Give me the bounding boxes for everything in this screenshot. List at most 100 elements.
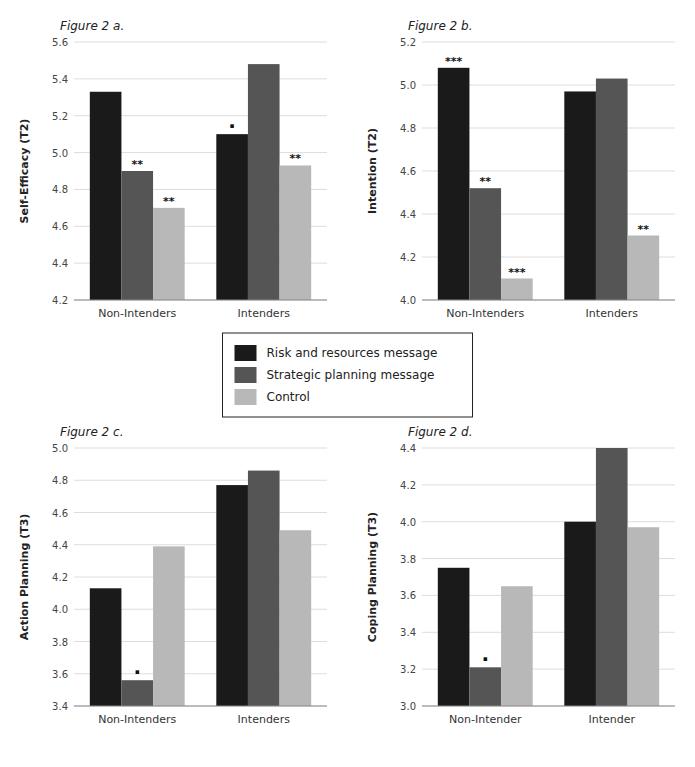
x-tick-label: Intenders bbox=[586, 307, 639, 320]
y-tick-label: 3.6 bbox=[400, 590, 416, 601]
bar bbox=[564, 522, 596, 706]
x-tick-label: Non-Intenders bbox=[446, 307, 524, 320]
y-tick-label: 4.8 bbox=[52, 184, 68, 195]
y-tick-label: 5.0 bbox=[400, 80, 416, 91]
x-axis-line bbox=[74, 300, 327, 301]
legend-swatch bbox=[235, 389, 257, 405]
x-tick-label: Non-Intender bbox=[449, 713, 522, 726]
y-tick-label: 5.2 bbox=[400, 37, 416, 48]
legend-swatch bbox=[235, 367, 257, 383]
bar bbox=[628, 236, 660, 301]
y-tick-label: 5.0 bbox=[52, 148, 68, 159]
y-tick-label: 3.6 bbox=[52, 669, 68, 680]
grid-line bbox=[422, 706, 675, 707]
title: Figure 2 a. bbox=[60, 19, 124, 33]
x-axis-line bbox=[422, 706, 675, 707]
x-tick-label: Non-Intenders bbox=[98, 713, 176, 726]
y-tick-label: 3.4 bbox=[52, 701, 68, 712]
y-tick-label: 3.8 bbox=[52, 637, 68, 648]
x-tick-label: Non-Intenders bbox=[98, 307, 176, 320]
legend-swatch bbox=[235, 345, 257, 361]
y-axis-label: Action Planning (T3) bbox=[18, 514, 31, 641]
bar bbox=[153, 208, 185, 300]
bars bbox=[90, 471, 311, 706]
y-axis-label: Coping Planning (T3) bbox=[366, 512, 379, 642]
y-tick-label: 4.2 bbox=[400, 252, 416, 263]
bars bbox=[438, 68, 659, 300]
y-tick-label: 4.0 bbox=[400, 295, 416, 306]
annotation: *** bbox=[445, 55, 463, 68]
bar bbox=[280, 165, 312, 300]
y-tick-label: 4.4 bbox=[400, 443, 416, 454]
annotation: ** bbox=[638, 223, 650, 236]
annotation: · bbox=[133, 660, 141, 684]
grid-line bbox=[74, 300, 327, 301]
y-tick-label: 3.4 bbox=[400, 627, 416, 638]
panel: Figure 2 a.Self-Efficacy (T2)4.24.44.64.… bbox=[18, 19, 327, 320]
bar bbox=[596, 79, 628, 300]
bar bbox=[216, 134, 248, 300]
bar bbox=[469, 188, 501, 300]
x-tick-label: Intenders bbox=[238, 307, 291, 320]
y-tick-label: 3.8 bbox=[400, 554, 416, 565]
bar bbox=[90, 588, 122, 706]
y-tick-label: 3.2 bbox=[400, 664, 416, 675]
y-tick-label: 5.6 bbox=[52, 37, 68, 48]
y-tick-label: 4.8 bbox=[52, 475, 68, 486]
annotation: ** bbox=[479, 175, 491, 188]
bar bbox=[248, 471, 280, 706]
grid-line bbox=[422, 484, 675, 485]
bar bbox=[153, 546, 185, 706]
bar bbox=[121, 171, 153, 300]
title: Figure 2 c. bbox=[60, 425, 123, 439]
y-axis-label: Self-Efficacy (T2) bbox=[18, 119, 31, 224]
bar bbox=[90, 92, 122, 300]
y-tick-label: 4.8 bbox=[400, 123, 416, 134]
y-tick-label: 4.2 bbox=[52, 572, 68, 583]
panel: Figure 2 b.Intention (T2)4.04.24.44.64.8… bbox=[366, 19, 675, 320]
grid-line bbox=[74, 480, 327, 481]
bar bbox=[216, 485, 248, 706]
annotation: · bbox=[481, 647, 489, 671]
legend-label: Risk and resources message bbox=[267, 346, 438, 360]
grid-line bbox=[74, 42, 327, 43]
y-tick-label: 4.2 bbox=[52, 295, 68, 306]
y-tick-label: 4.6 bbox=[52, 221, 68, 232]
panel: Figure 2 c. Action Planning (T3) 3.4 3.6 3.8… bbox=[18, 425, 327, 726]
bar bbox=[438, 568, 470, 706]
bar bbox=[564, 91, 596, 300]
grid-line bbox=[74, 706, 327, 707]
y-tick-label: 4.0 bbox=[52, 604, 68, 615]
annotation: · bbox=[228, 114, 236, 138]
x-axis-line bbox=[422, 300, 675, 301]
title: Figure 2 b. bbox=[408, 19, 472, 33]
y-tick-label: 4.0 bbox=[400, 517, 416, 528]
bar bbox=[501, 279, 533, 301]
annotation: *** bbox=[508, 266, 526, 279]
bars bbox=[438, 448, 659, 706]
y-tick-label: 5.4 bbox=[52, 74, 68, 85]
bar bbox=[596, 448, 628, 706]
panel: Figure 2 d.Coping Planning (T3)3.03.23.4… bbox=[366, 425, 675, 726]
y-tick-label: 5.0 bbox=[52, 443, 68, 454]
y-tick-label: 5.2 bbox=[52, 111, 68, 122]
figure: Figure 2 a. Self-Efficacy (T2) 4.2 4.4 4.6 4.… bbox=[0, 0, 695, 767]
y-tick-label: 4.6 bbox=[52, 508, 68, 519]
x-tick-label: Intender bbox=[588, 713, 635, 726]
title: Figure 2 d. bbox=[408, 425, 472, 439]
grid-line bbox=[74, 512, 327, 513]
y-tick-label: 4.4 bbox=[52, 540, 68, 551]
legend-label: Control bbox=[267, 390, 310, 404]
bar bbox=[438, 68, 470, 300]
legend-label: Strategic planning message bbox=[267, 368, 435, 382]
x-tick-label: Intenders bbox=[238, 713, 291, 726]
bar bbox=[628, 527, 660, 706]
y-tick-label: 4.6 bbox=[400, 166, 416, 177]
annotation: ** bbox=[131, 158, 143, 171]
grid-line bbox=[422, 521, 675, 522]
y-axis-label: Intention (T2) bbox=[366, 128, 379, 214]
x-axis-line bbox=[74, 706, 327, 707]
annotation: ** bbox=[290, 152, 302, 165]
bar bbox=[248, 64, 280, 300]
bar bbox=[280, 530, 312, 706]
